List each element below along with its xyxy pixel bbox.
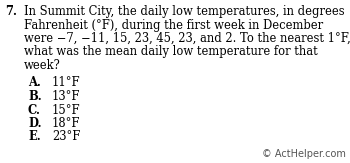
Text: 15°F: 15°F [52, 104, 80, 117]
Text: In Summit City, the daily low temperatures, in degrees: In Summit City, the daily low temperatur… [24, 5, 345, 18]
Text: 18°F: 18°F [52, 117, 80, 130]
Text: 7.: 7. [5, 5, 17, 18]
Text: C.: C. [28, 104, 41, 117]
Text: B.: B. [28, 90, 42, 103]
Text: E.: E. [28, 131, 41, 143]
Text: A.: A. [28, 76, 41, 89]
Text: D.: D. [28, 117, 42, 130]
Text: Fahrenheit (°F), during the first week in December: Fahrenheit (°F), during the first week i… [24, 18, 323, 31]
Text: what was the mean daily low temperature for that: what was the mean daily low temperature … [24, 45, 318, 59]
Text: were −7, −11, 15, 23, 45, 23, and 2. To the nearest 1°F,: were −7, −11, 15, 23, 45, 23, and 2. To … [24, 32, 350, 45]
Text: © ActHelper.com: © ActHelper.com [262, 149, 346, 159]
Text: 13°F: 13°F [52, 90, 80, 103]
Text: 11°F: 11°F [52, 76, 80, 89]
Text: 23°F: 23°F [52, 131, 80, 143]
Text: week?: week? [24, 59, 61, 72]
